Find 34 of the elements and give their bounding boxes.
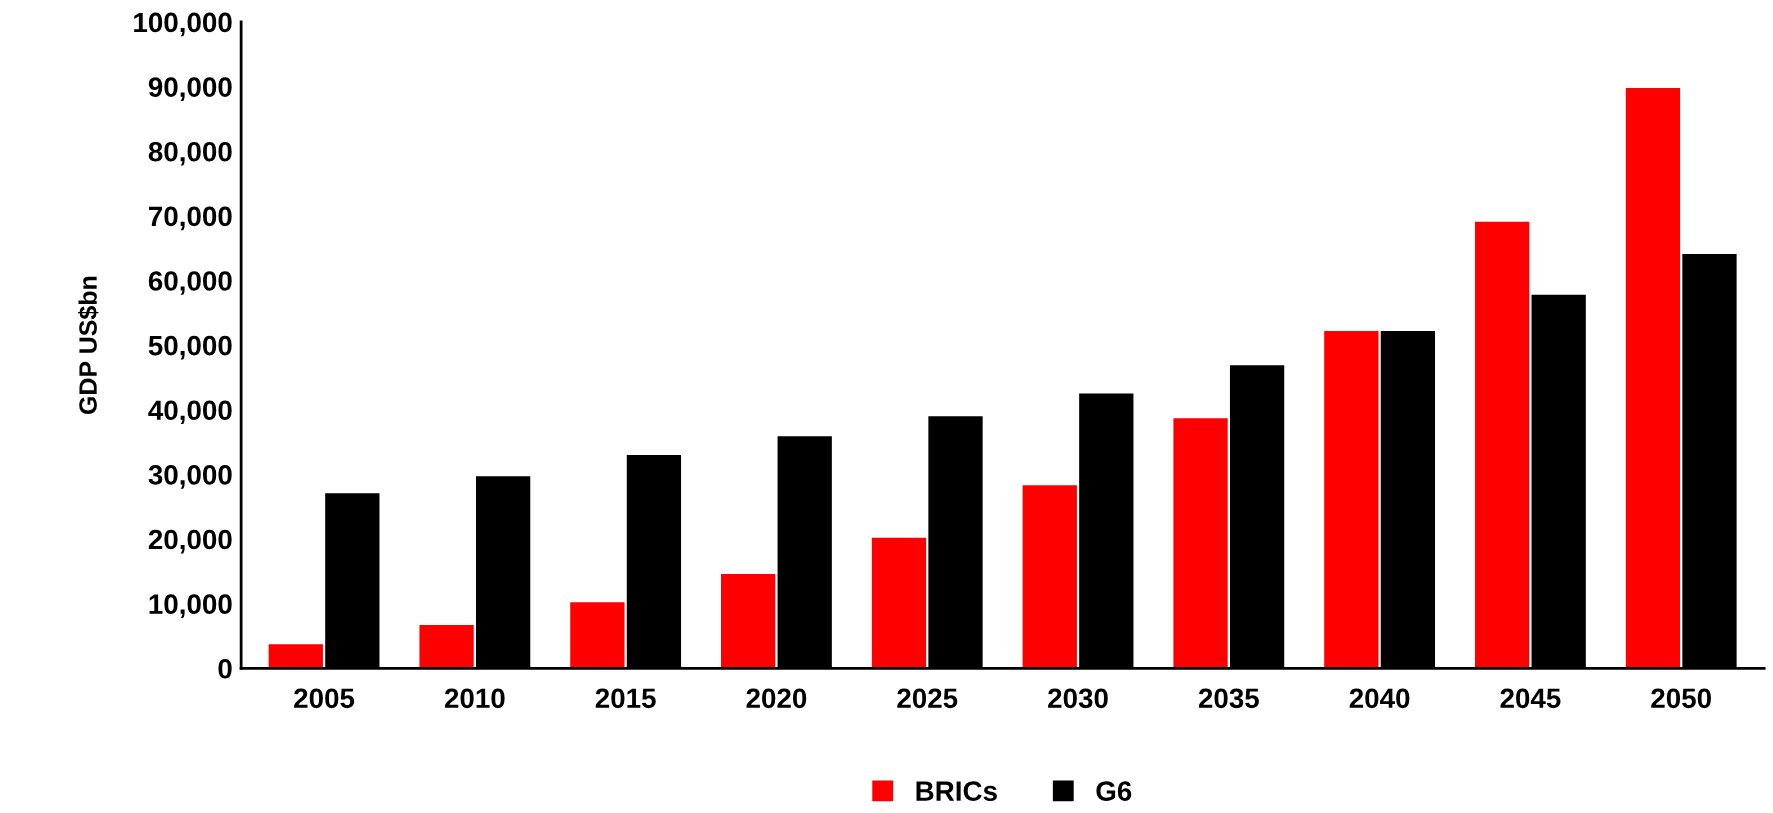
bar xyxy=(1324,330,1379,669)
bar xyxy=(1474,221,1530,669)
y-tick-label: 50,000 xyxy=(148,335,232,360)
x-tick-label: 2050 xyxy=(1651,688,1711,709)
x-tick-label: 2015 xyxy=(595,688,656,709)
y-axis-title: GDP US$bn xyxy=(78,276,99,415)
x-tick-label: 2005 xyxy=(294,688,355,709)
legend-label: BRICs xyxy=(916,781,997,801)
y-tick-label: 10,000 xyxy=(149,594,232,619)
y-tick-label: 80,000 xyxy=(148,141,232,166)
y-tick-label: 100,000 xyxy=(134,12,232,37)
y-tick-label: 40,000 xyxy=(148,400,232,425)
bar xyxy=(268,644,323,669)
bar xyxy=(1173,418,1228,669)
y-tick-label: 60,000 xyxy=(148,271,232,295)
y-tick-label: 30,000 xyxy=(148,465,232,489)
x-tick-label: 2020 xyxy=(746,688,807,709)
y-tick-label: 70,000 xyxy=(149,206,232,231)
bar xyxy=(419,624,474,669)
x-tick-label: 2025 xyxy=(897,688,958,709)
legend-label: G6 xyxy=(1096,781,1132,801)
bar xyxy=(721,573,776,669)
x-tick-label: 2040 xyxy=(1349,688,1410,709)
bar xyxy=(871,537,927,669)
y-tick-label: 0 xyxy=(218,658,232,679)
x-tick-label: 2035 xyxy=(1198,688,1259,709)
x-tick-label: 2030 xyxy=(1048,688,1108,709)
y-tick-label: 90,000 xyxy=(148,77,232,101)
bar xyxy=(1022,485,1077,669)
bar xyxy=(570,602,625,669)
y-tick-label: 20,000 xyxy=(148,529,232,554)
bar xyxy=(1625,87,1681,669)
x-tick-label: 2010 xyxy=(444,688,505,709)
x-tick-label: 2045 xyxy=(1500,688,1561,709)
